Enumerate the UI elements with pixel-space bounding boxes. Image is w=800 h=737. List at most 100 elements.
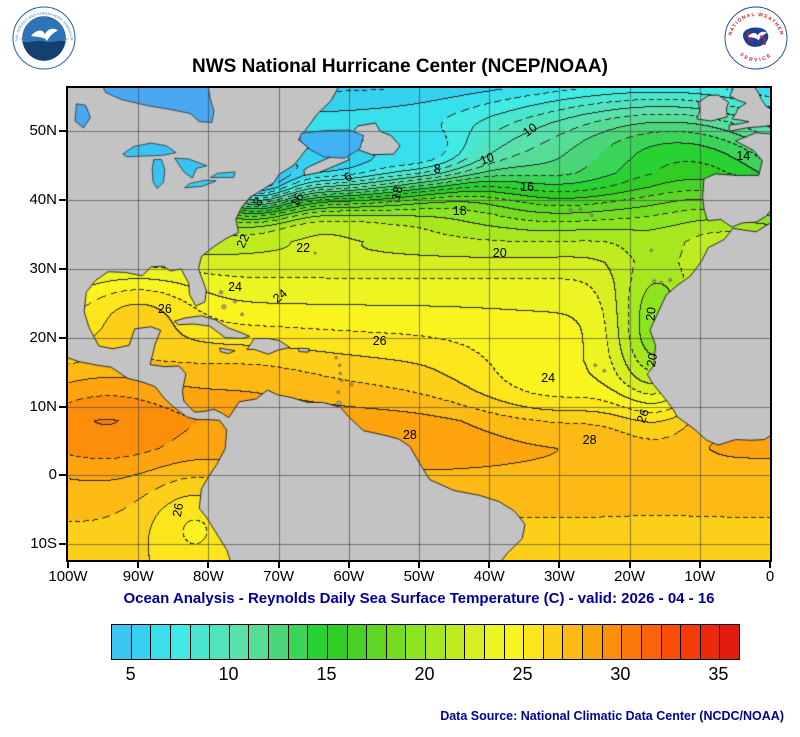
contour-label: 14 <box>736 149 751 164</box>
colorbar-segment <box>542 625 563 659</box>
contour-label: 6 <box>341 169 355 186</box>
colorbar-segment <box>287 625 308 659</box>
x-axis-label: 30W <box>543 568 575 585</box>
contour-label: 26 <box>170 502 187 519</box>
colorbar-segment <box>248 625 268 659</box>
x-axis-tick <box>769 562 771 568</box>
colorbar-segment <box>483 625 504 659</box>
x-axis-tick <box>277 562 280 568</box>
nws-hurricane-icon <box>746 31 767 46</box>
y-axis-tick <box>59 474 66 477</box>
colorbar-segment <box>209 625 229 659</box>
colorbar-segment <box>169 625 190 659</box>
colorbar-segment <box>366 625 386 659</box>
colorbar-segment <box>582 625 602 659</box>
noaa-logo-svg: NATIONAL OCEANIC AND ATMOSPHERIC ADMINIS… <box>12 6 76 70</box>
x-axis-tick <box>418 562 420 568</box>
colorbar-segment <box>189 625 210 659</box>
contour-label: 22 <box>296 241 311 256</box>
colorbar-segment <box>385 625 406 659</box>
map-subtitle: Ocean Analysis - Reynolds Daily Sea Surf… <box>123 590 715 607</box>
colorbar-segment <box>699 625 720 659</box>
colorbar-segment <box>444 625 465 659</box>
contour-label: 24 <box>541 370 556 385</box>
colorbar-segment <box>660 625 681 659</box>
x-axis-label: 20W <box>614 568 646 585</box>
svg-text:SERVICE: SERVICE <box>738 52 773 64</box>
y-axis-tick <box>59 405 66 408</box>
colorbar-segment <box>346 625 367 659</box>
y-axis-label: 50N <box>29 122 57 140</box>
contour-label: 26 <box>633 406 652 425</box>
map-frame: 10 8 10 14 16 6 8 16 18 18 20 22 22 24 24 26 26 24 20 20 26 2… <box>66 86 772 562</box>
x-axis-tick <box>558 562 561 568</box>
nws-ring-bottom-text: SERVICE <box>738 52 771 64</box>
colorbar-segment <box>464 625 484 659</box>
nws-logo-svg: NATIONAL WEATHER SERVICE <box>724 6 788 70</box>
colorbar-segment <box>719 625 739 659</box>
y-axis-label: 40N <box>29 191 57 209</box>
colorbar <box>111 624 740 660</box>
x-axis-tick <box>347 562 350 568</box>
colorbar-segment <box>405 625 425 659</box>
x-axis-label: 70W <box>263 568 295 585</box>
nws-logo: NATIONAL WEATHER SERVICE <box>724 6 788 70</box>
colorbar-tick-label: 10 <box>218 664 239 684</box>
noaa-ocean-shape <box>22 40 66 61</box>
colorbar-segment <box>130 625 151 659</box>
colorbar-tick-label: 15 <box>316 664 337 684</box>
contour-label: 16 <box>520 180 535 195</box>
x-axis-tick <box>207 562 210 568</box>
x-axis-tick <box>628 562 631 568</box>
colorbar-segment <box>640 625 661 659</box>
colorbar-segment <box>228 625 249 659</box>
x-axis-label: 100W <box>48 568 88 585</box>
contour-label: 20 <box>643 352 661 369</box>
x-axis-label: 90W <box>122 568 154 585</box>
colorbar-segment <box>503 625 524 659</box>
y-axis-label: 30N <box>29 259 57 277</box>
y-axis-label: 10S <box>30 535 57 553</box>
colorbar-tick-label: 5 <box>125 664 136 684</box>
colorbar-tick-label: 20 <box>414 664 435 684</box>
contour-label: 18 <box>388 184 406 202</box>
contour-label: 28 <box>402 427 417 442</box>
colorbar-segment <box>680 625 700 659</box>
x-axis-label: 0 <box>765 568 775 585</box>
y-axis-label: 0 <box>48 466 57 484</box>
x-axis-tick <box>488 562 491 568</box>
contour-label: 10 <box>520 120 540 140</box>
noaa-seagull-icon <box>31 28 58 41</box>
contour-label: 18 <box>452 204 467 219</box>
contour-label: 8 <box>250 195 267 209</box>
y-axis-tick <box>59 199 66 202</box>
contour-label: 26 <box>157 301 172 316</box>
x-axis-tick <box>67 562 69 568</box>
y-axis-label: 20N <box>29 328 57 346</box>
colorbar-segment <box>150 625 170 659</box>
contour-labels-layer: 10 8 10 14 16 6 8 16 18 18 20 22 22 24 24 26 26 24 20 20 26 2… <box>68 88 770 560</box>
contour-label: 20 <box>492 246 507 261</box>
colorbar-segment <box>523 625 543 659</box>
x-axis-tick <box>137 562 140 568</box>
y-axis-tick <box>59 267 66 270</box>
colorbar-tick-label: 30 <box>610 664 631 684</box>
contour-label: 8 <box>433 161 441 176</box>
contour-label: 28 <box>582 433 597 448</box>
colorbar-segment <box>307 625 327 659</box>
contour-label: 16 <box>287 190 307 210</box>
x-axis-label: 60W <box>333 568 365 585</box>
y-axis-label: 10N <box>29 397 57 415</box>
colorbar-segment <box>601 625 622 659</box>
colorbar-tick-label: 25 <box>512 664 533 684</box>
y-axis-tick <box>59 543 66 546</box>
colorbar-segment <box>112 625 131 659</box>
colorbar-segment <box>425 625 445 659</box>
x-axis-label: 40W <box>473 568 505 585</box>
contour-label: 10 <box>478 149 497 168</box>
contour-label: 20 <box>643 306 659 322</box>
page-title: NWS National Hurricane Center (NCEP/NOAA… <box>192 56 608 77</box>
data-source-note: Data Source: National Climatic Data Cent… <box>440 709 784 723</box>
nws-seagull-icon <box>747 31 767 41</box>
